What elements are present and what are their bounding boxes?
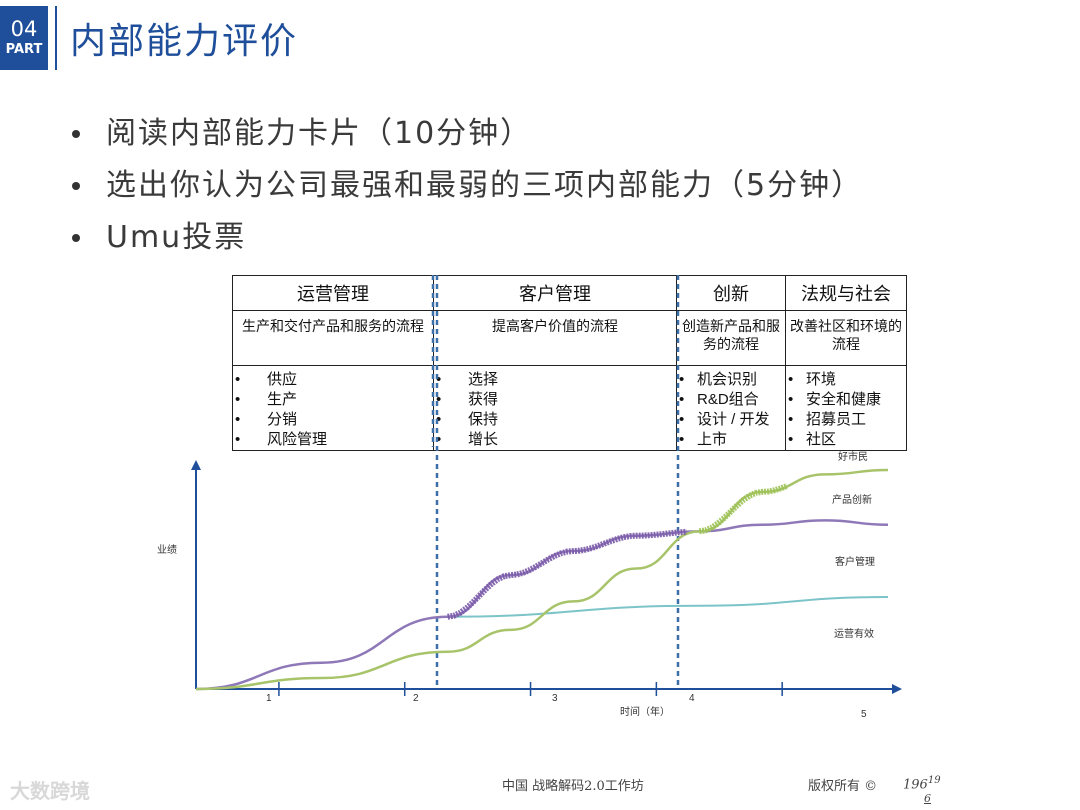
list-item: 生产 [267, 391, 298, 408]
title-divider [55, 6, 57, 70]
col-items: • 选择 • 获得 • 保持 • 增长 [433, 365, 677, 451]
list-item: 分销 [267, 411, 298, 428]
y-axis-arrow-icon [191, 460, 201, 470]
series-label: 运营有效 [834, 627, 874, 640]
col-desc: 创造新产品和服务的流程 [676, 310, 786, 366]
x-axis-label: 时间（年） [620, 705, 670, 718]
page-number-sup: 19 [927, 775, 941, 786]
highlight-segment [447, 528, 687, 620]
series-line-客户管理 [195, 519, 889, 691]
bullet-text: Umu投票 [106, 220, 247, 255]
series-label: 客户管理 [835, 555, 875, 568]
list-item: 供应 [267, 371, 298, 388]
col-header-innovation: 创新 [676, 275, 786, 311]
col-desc: 生产和交付产品和服务的流程 [232, 310, 434, 366]
x-tick-label: 3 [552, 693, 558, 704]
x-tick-label: 1 [266, 693, 272, 704]
bullet-dot-icon [72, 234, 80, 242]
list-item: 设计 / 开发 [697, 411, 770, 428]
list-item: 机会识别 [697, 371, 758, 388]
x-tick-label: 2 [413, 693, 419, 704]
part-label: PART [5, 42, 43, 57]
bullet-text: 阅读内部能力卡片（10分钟） [106, 116, 533, 151]
col-header-customer: 客户管理 [433, 275, 677, 311]
col-items: • 机会识别 • R&D组合 • 设计 / 开发 • 上市 [676, 365, 786, 451]
page-number-sub: 6 [924, 792, 931, 805]
x-axis-arrow-icon [892, 684, 902, 694]
list-item: 招募员工 [806, 411, 867, 428]
series-label: 产品创新 [832, 493, 872, 506]
x-tick-label: 5 [861, 709, 867, 720]
value-chain-table: 运营管理 客户管理 创新 法规与社会 生产和交付产品和服务的流程 提高客户价值的… [232, 275, 907, 451]
watermark: 大数跨境 [10, 779, 90, 803]
bullet-dot-icon [72, 182, 80, 190]
series-line-产品创新 [195, 468, 889, 691]
col-desc: 提高客户价值的流程 [433, 310, 677, 366]
part-badge: 04 PART [0, 6, 48, 70]
page-number: 19619 [903, 775, 941, 792]
footer-center: 中国 战略解码2.0工作坊 [502, 779, 644, 794]
list-item: 社区 [806, 431, 837, 448]
bullet-item: 阅读内部能力卡片（10分钟） [70, 108, 863, 160]
series-line-运营有效 [447, 596, 889, 618]
series-label: 好市民 [838, 450, 868, 463]
list-item: 风险管理 [267, 431, 328, 448]
list-item: 增长 [468, 431, 499, 448]
col-items: • 供应 • 生产 • 分销 • 风险管理 [232, 365, 434, 451]
x-tick-label: 4 [689, 693, 695, 704]
footer-copyright: 版权所有 © [808, 779, 878, 794]
list-item: 环境 [806, 371, 837, 388]
list-item: 安全和健康 [806, 391, 882, 408]
bullet-item: 选出你认为公司最强和最弱的三项内部能力（5分钟） [70, 160, 863, 212]
bullet-item: Umu投票 [70, 212, 863, 264]
y-axis-label: 业绩 [157, 543, 177, 556]
highlight-segment [698, 483, 789, 535]
list-item: 选择 [468, 371, 499, 388]
col-desc: 改善社区和环境的流程 [785, 310, 907, 366]
col-items: • 环境 • 安全和健康 • 招募员工 • 社区 [785, 365, 907, 451]
list-item: 保持 [468, 411, 499, 428]
list-item: 上市 [697, 431, 728, 448]
part-number: 04 [10, 17, 38, 41]
bullet-dot-icon [72, 130, 80, 138]
page-number-main: 196 [903, 777, 928, 793]
col-header-regulatory: 法规与社会 [785, 275, 907, 311]
list-item: R&D组合 [697, 391, 759, 408]
bullet-list: 阅读内部能力卡片（10分钟） 选出你认为公司最强和最弱的三项内部能力（5分钟） … [70, 108, 863, 264]
page-title: 内部能力评价 [70, 21, 299, 62]
bullet-text: 选出你认为公司最强和最弱的三项内部能力（5分钟） [106, 168, 864, 203]
list-item: 获得 [468, 391, 499, 408]
